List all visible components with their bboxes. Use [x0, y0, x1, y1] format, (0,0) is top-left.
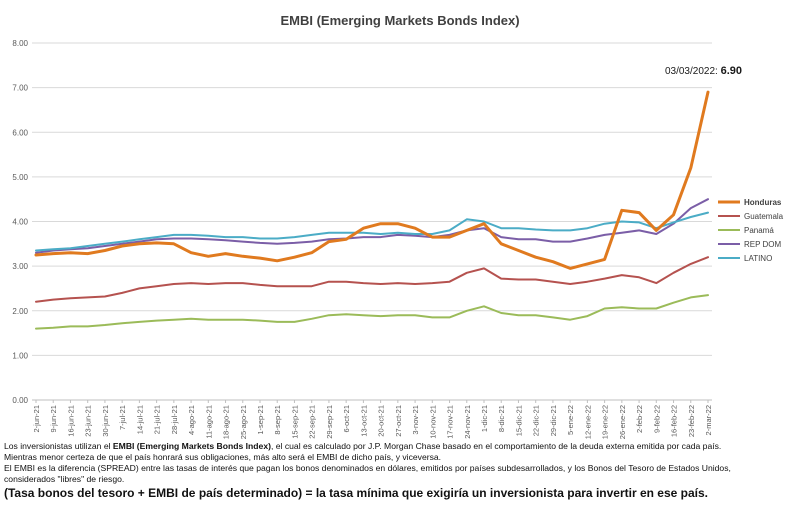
- x-tick-label: 4-ago-21: [187, 405, 196, 435]
- y-tick-label: 4.00: [12, 218, 28, 227]
- x-tick-label: 8-sep-21: [273, 405, 282, 435]
- annotation-label: 03/03/2022: 6.90: [665, 65, 742, 77]
- x-tick-label: 9-feb-22: [652, 405, 661, 433]
- x-tick-label: 7-jul-21: [118, 405, 127, 430]
- x-tick-label: 30-jun-21: [101, 405, 110, 437]
- y-tick-label: 0.00: [12, 396, 28, 405]
- series-line-latino: [35, 211, 709, 252]
- x-tick-label: 29-sep-21: [325, 405, 334, 439]
- x-tick-label: 16-feb-22: [670, 405, 679, 437]
- x-tick-label: 28-jul-21: [170, 405, 179, 434]
- series-line-guatemala: [35, 256, 709, 303]
- x-tick-label: 3-nov-21: [411, 405, 420, 435]
- note-line-1: Los inversionistas utilizan el EMBI (Eme…: [4, 441, 722, 451]
- x-tick-label: 26-ene-22: [618, 405, 627, 439]
- y-tick-label: 5.00: [12, 173, 28, 182]
- y-tick-label: 3.00: [12, 262, 28, 271]
- x-tick-label: 2-jun-21: [32, 405, 41, 433]
- x-tick-label: 17-nov-21: [446, 405, 455, 439]
- x-tick-label: 5-ene-22: [566, 405, 575, 435]
- x-tick-label: 21-jul-21: [153, 405, 162, 434]
- x-tick-label: 20-oct-21: [377, 405, 386, 437]
- series-line-rep-dom: [35, 198, 709, 254]
- x-tick-label: 18-ago-21: [222, 405, 231, 439]
- y-tick-label: 1.00: [12, 351, 28, 360]
- x-tick-label: 27-oct-21: [394, 405, 403, 437]
- legend-label-rep-dom: REP DOM: [744, 240, 782, 249]
- legend-label-panam: Panamá: [744, 226, 774, 235]
- x-tick-label: 11-ago-21: [204, 405, 213, 439]
- x-tick-label: 15-dic-21: [514, 405, 523, 436]
- y-tick-label: 2.00: [12, 307, 28, 316]
- x-tick-label: 25-ago-21: [239, 405, 248, 439]
- x-tick-label: 12-ene-22: [583, 405, 592, 439]
- annotation-date: 03/03/2022:: [665, 66, 721, 77]
- x-tick-label: 22-dic-21: [532, 405, 541, 436]
- x-tick-label: 8-dic-21: [497, 405, 506, 432]
- x-tick-label: 22-sep-21: [308, 405, 317, 439]
- x-tick-label: 6-oct-21: [342, 405, 351, 433]
- y-tick-label: 7.00: [12, 84, 28, 93]
- x-tick-label: 9-jun-21: [49, 405, 58, 433]
- series-line-honduras: [34, 90, 710, 270]
- note-line-4: considerados "libres" de riesgo.: [4, 474, 125, 484]
- x-tick-label: 2-mar-22: [704, 405, 713, 435]
- x-tick-label: 1-sep-21: [256, 405, 265, 435]
- legend-label-honduras: Honduras: [744, 198, 782, 207]
- explanatory-notes: Los inversionistas utilizan el EMBI (Eme…: [4, 441, 796, 501]
- legend-label-guatemala: Guatemala: [744, 212, 784, 221]
- x-tick-label: 16-jun-21: [66, 405, 75, 437]
- x-tick-label: 1-dic-21: [480, 405, 489, 432]
- y-tick-label: 6.00: [12, 128, 28, 137]
- x-tick-label: 10-nov-21: [428, 405, 437, 439]
- x-tick-label: 29-dic-21: [549, 405, 558, 436]
- line-chart: EMBI (Emerging Markets Bonds Index) 0.00 1…: [12, 13, 784, 439]
- chart-area: EMBI (Emerging Markets Bonds Index) 0.00 1…: [12, 13, 784, 439]
- chart-title: EMBI (Emerging Markets Bonds Index): [280, 13, 519, 28]
- annotation-value: 6.90: [721, 65, 742, 77]
- legend-label-latino: LATINO: [744, 254, 772, 263]
- series-line-panam: [35, 294, 709, 330]
- x-tick-label: 23-jun-21: [84, 405, 93, 437]
- x-tick-label: 24-nov-21: [463, 405, 472, 439]
- y-tick-label: 8.00: [12, 39, 28, 48]
- x-tick-label: 2-feb-22: [635, 405, 644, 433]
- note-line-2: Mientras menor certeza de que el país ho…: [4, 452, 442, 462]
- x-tick-label: 23-feb-22: [687, 405, 696, 437]
- x-tick-label: 19-ene-22: [601, 405, 610, 439]
- x-tick-label: 14-jul-21: [135, 405, 144, 434]
- note-line-3: El EMBI es la diferencia (SPREAD) entre …: [4, 463, 731, 473]
- x-tick-label: 15-sep-21: [290, 405, 299, 439]
- x-tick-label: 13-oct-21: [359, 405, 368, 437]
- note-formula: (Tasa bonos del tesoro + EMBI de país de…: [4, 486, 708, 500]
